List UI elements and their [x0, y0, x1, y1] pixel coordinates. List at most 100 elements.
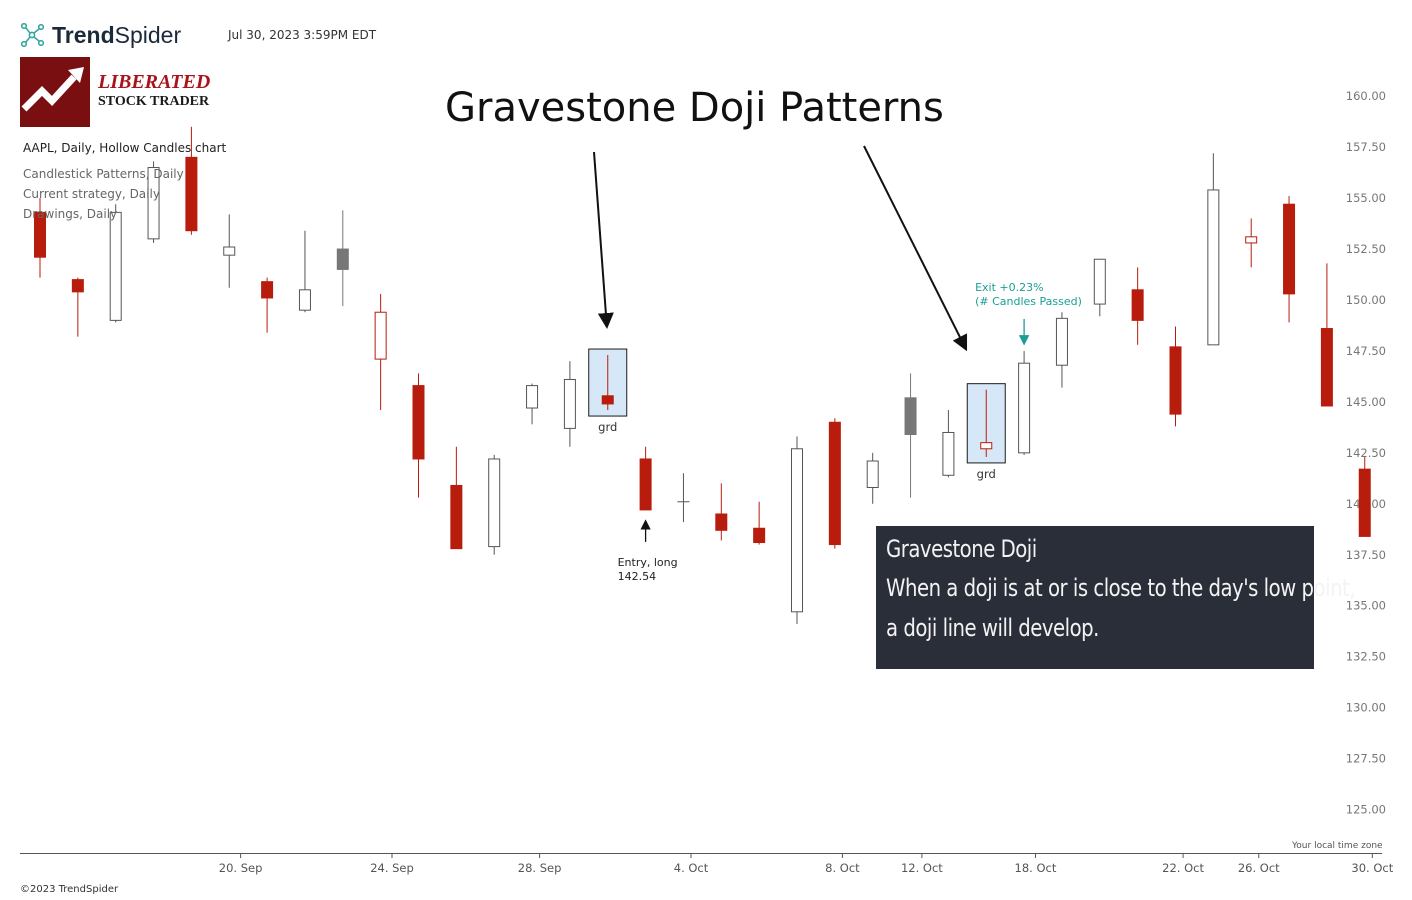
timestamp: Jul 30, 2023 3:59PM EDT [228, 28, 377, 42]
candle [828, 418, 841, 549]
candle: grd [966, 383, 1006, 481]
candle [1131, 267, 1144, 345]
exit-sublabel: (# Candles Passed) [975, 295, 1082, 308]
entry-label: Entry, long [618, 556, 678, 569]
candle-body [1358, 468, 1371, 537]
x-tick-label: 18. Oct [1015, 861, 1057, 875]
candle-body [791, 448, 803, 613]
candle-body [1245, 236, 1258, 244]
brand[interactable]: TrendSpider [20, 20, 181, 50]
candle [1169, 326, 1182, 427]
candle-body [866, 460, 879, 488]
y-axis: 125.00127.50130.00132.50135.00137.50140.… [1346, 89, 1386, 816]
indicator-current-strategy[interactable]: Current strategy, Daily [23, 187, 160, 201]
x-tick-label: 22. Oct [1162, 861, 1204, 875]
candle [1358, 456, 1371, 537]
page-title: Gravestone Doji Patterns [445, 85, 944, 131]
candle-body [715, 513, 728, 531]
copyright: ©2023 TrendSpider [20, 884, 119, 895]
candle-body [828, 421, 841, 546]
y-tick-label: 152.50 [1346, 242, 1386, 256]
candle [1018, 350, 1031, 455]
x-tick-label: 8. Oct [825, 861, 860, 875]
candle [1320, 263, 1333, 407]
indicator-drawings[interactable]: Drawings, Daily [23, 207, 118, 221]
candle-body [1283, 203, 1296, 295]
candle-body [185, 156, 198, 232]
candle-body [526, 385, 539, 409]
logo-arrow-icon [20, 57, 90, 127]
x-tick-label: 20. Sep [219, 861, 263, 875]
logo-title: LIBERATED [98, 71, 211, 93]
x-tick-label: 28. Sep [518, 861, 562, 875]
candle [34, 198, 46, 278]
x-tick-label: 30. Oct [1351, 861, 1393, 875]
candle [639, 446, 652, 511]
candle: grd [588, 348, 628, 434]
x-tick-label: 24. Sep [370, 861, 414, 875]
candle-body [336, 248, 349, 270]
candle [450, 446, 463, 550]
candle [1093, 258, 1106, 317]
candle [223, 214, 236, 288]
y-tick-label: 132.50 [1346, 650, 1386, 664]
candle [374, 293, 387, 411]
candle-body [1207, 189, 1220, 346]
note-line: a doji line will develop. [886, 614, 1099, 642]
candle-body [34, 211, 46, 258]
indicator-candlestick-patterns[interactable]: Candlestick Patterns, Daily [23, 167, 184, 181]
y-tick-label: 155.00 [1346, 191, 1386, 205]
pointer-arrow [863, 145, 968, 352]
candle [1055, 312, 1068, 388]
candle-body [904, 397, 917, 436]
candle-body [1018, 362, 1031, 454]
pattern-label: grd [598, 420, 617, 434]
candle [715, 483, 728, 541]
candle [1245, 218, 1258, 268]
candle [866, 452, 879, 504]
candle-body [374, 311, 387, 360]
candle [412, 373, 425, 498]
candle [904, 373, 917, 498]
note-line: When a doji is at or is close to the day… [886, 574, 1356, 602]
candle-body [563, 378, 576, 429]
candle-body [488, 458, 501, 548]
chart-symbol-label[interactable]: AAPL, Daily, Hollow Candles chart [23, 141, 227, 155]
candle-body [109, 211, 122, 321]
candle [147, 161, 160, 243]
y-tick-label: 160.00 [1346, 89, 1386, 103]
y-tick-label: 127.50 [1346, 752, 1386, 766]
liberated-stock-trader-logo: LIBERATED STOCK TRADER [20, 57, 220, 127]
candle [109, 204, 122, 323]
candles: grd grd [34, 126, 1371, 625]
brand-name: TrendSpider [52, 21, 182, 48]
y-tick-label: 150.00 [1346, 293, 1386, 307]
candle-body [753, 527, 766, 544]
x-tick-label: 12. Oct [901, 861, 943, 875]
candle [1283, 196, 1296, 323]
candle-body [639, 458, 652, 511]
x-axis: 20. Sep 24. Sep 28. Sep 4. Oct 8. Oct 12. Oct… [20, 853, 1394, 875]
candle [1207, 153, 1220, 346]
entry-value: 142.54 [618, 570, 657, 583]
x-tick-label: 26. Oct [1238, 861, 1280, 875]
y-tick-label: 157.50 [1346, 140, 1386, 154]
candle [753, 501, 766, 545]
candle-body [942, 431, 955, 476]
x-tick-label: 4. Oct [674, 861, 709, 875]
candle [677, 473, 690, 523]
note-title: Gravestone Doji [886, 535, 1037, 563]
candle [261, 277, 274, 333]
y-tick-label: 145.00 [1346, 395, 1386, 409]
candle [336, 210, 349, 307]
timezone-label[interactable]: Your local time zone [1292, 841, 1383, 851]
candle-body [412, 385, 425, 460]
logo-subtitle: STOCK TRADER [98, 94, 210, 109]
candle-body [223, 246, 236, 256]
exit-label: Exit +0.23% [975, 281, 1044, 294]
candle-body [1093, 258, 1106, 305]
candle [488, 454, 501, 555]
y-tick-label: 130.00 [1346, 701, 1386, 715]
candle [298, 230, 311, 313]
